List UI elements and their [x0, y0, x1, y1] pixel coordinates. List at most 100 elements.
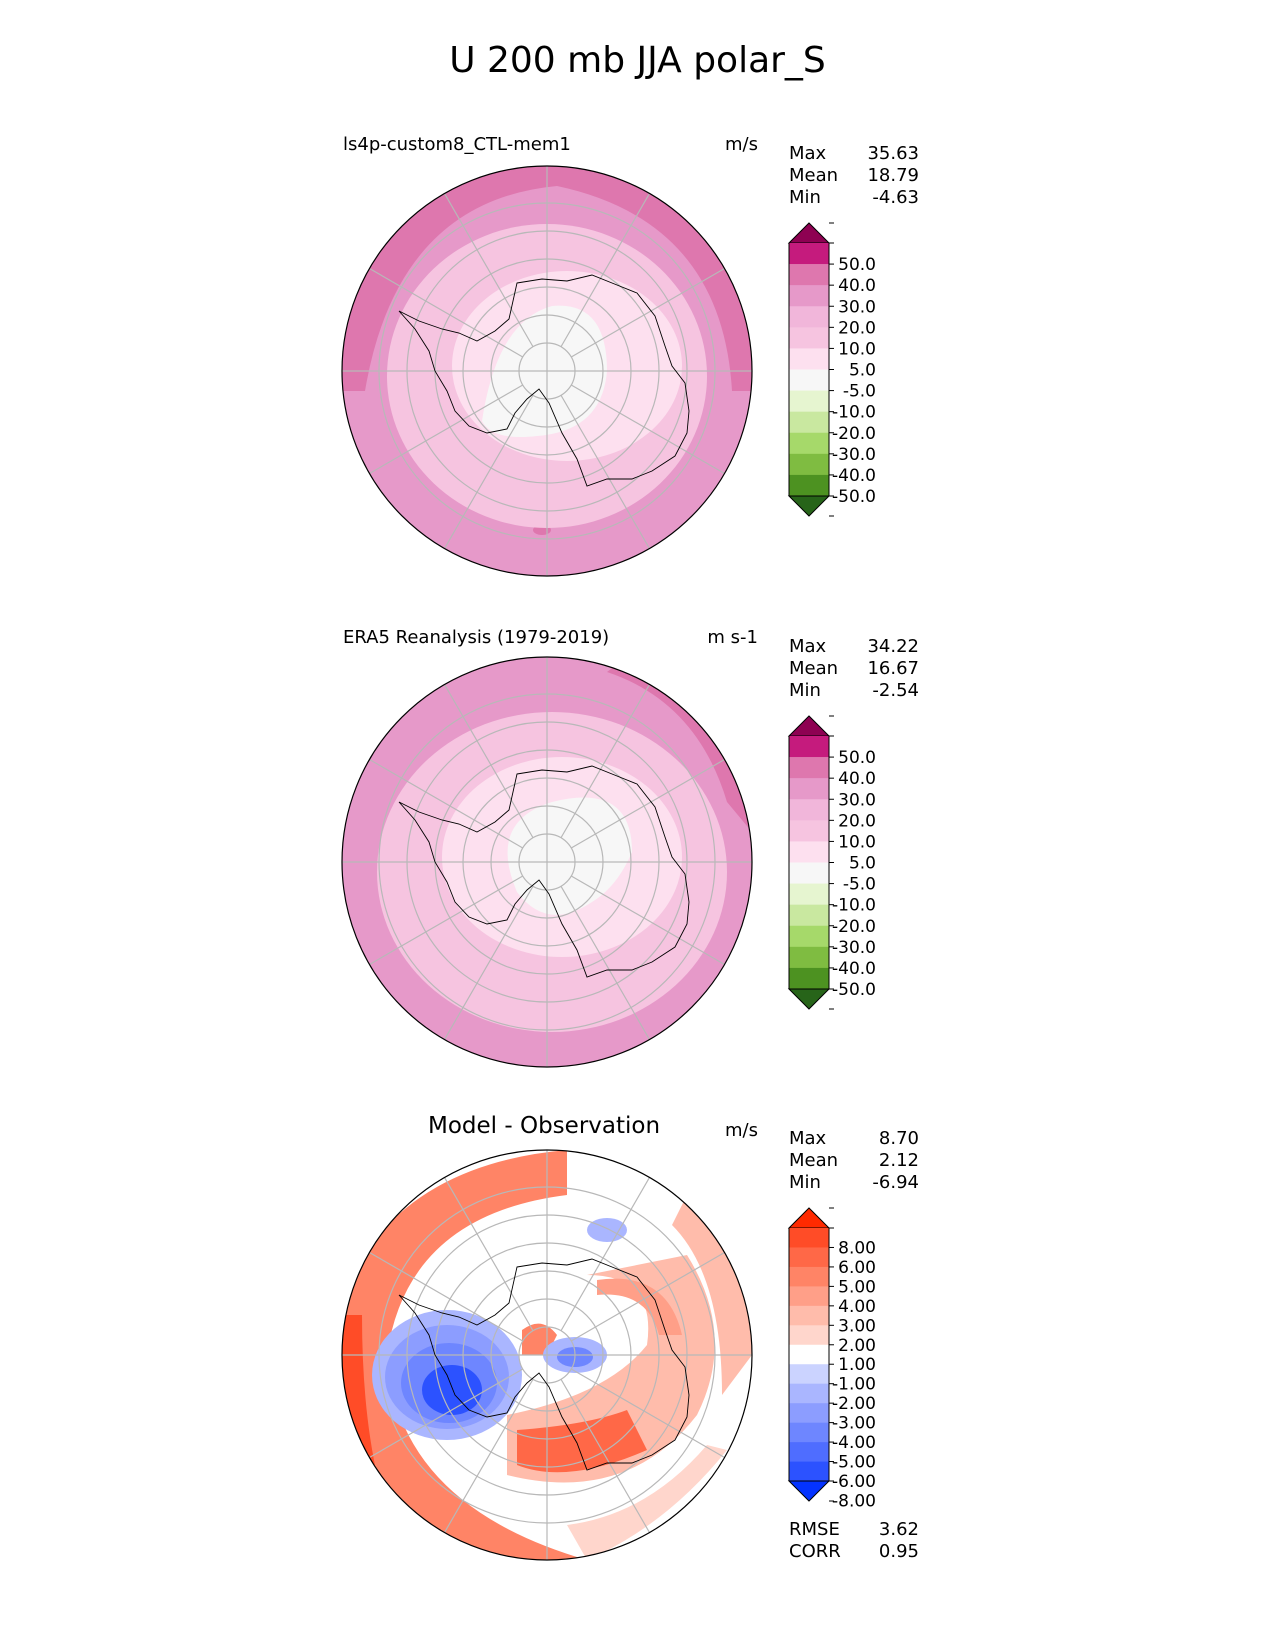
- stat-max: Max 35.63: [789, 143, 919, 164]
- colorbar-swatch: [789, 1383, 829, 1404]
- colorbar-swatch: [789, 243, 829, 265]
- map-panel-3: [342, 1150, 752, 1560]
- map-boundary: [341, 656, 753, 1068]
- colorbar-tick-label: -10.0: [832, 896, 876, 916]
- shade-positive: [567, 1445, 727, 1560]
- colorbar-tick-label: 5.0: [849, 361, 876, 381]
- colorbar-extend-min: [787, 988, 831, 1010]
- colorbar-tick-label: 50.0: [838, 748, 876, 768]
- longitude-gridline: [560, 885, 651, 1040]
- panel-2-units: m s-1: [707, 627, 758, 648]
- colorbar-extend-min: [787, 1480, 831, 1502]
- stat-min: Min -2.54: [789, 680, 919, 701]
- shade-positive: [342, 1150, 587, 1560]
- colorbar-swatch: [789, 904, 829, 927]
- colorbar-tick-label: -50.0: [832, 487, 876, 507]
- antarctica-coastline: [398, 765, 690, 978]
- colorbar-swatch: [789, 1305, 829, 1326]
- colorbar-swatch: [789, 1325, 829, 1346]
- colorbar-swatch: [789, 967, 829, 990]
- colorbar-tick-label: -4.00: [832, 1433, 876, 1453]
- colorbar-tick-label: 5.0: [849, 854, 876, 874]
- colorbar-tick-label: -8.00: [832, 1491, 876, 1511]
- colorbar-tick-label: 30.0: [838, 297, 876, 317]
- colorbar-swatch: [789, 390, 829, 412]
- panel-1-units: m/s: [725, 134, 758, 155]
- longitude-gridline: [570, 384, 725, 475]
- stat-mean: Mean 2.12: [789, 1150, 919, 1171]
- stat-corr: CORR 0.95: [789, 1541, 919, 1562]
- colorbar-tick-label: -20.0: [832, 424, 876, 444]
- colorbar-tick-label: -5.00: [832, 1453, 876, 1473]
- colorbar-swatch: [789, 369, 829, 391]
- colorbar-tick-label: -5.0: [843, 382, 876, 402]
- map-boundary: [341, 1149, 753, 1561]
- colorbar-extend-max: [787, 715, 831, 737]
- colorbar-swatch: [789, 799, 829, 821]
- colorbar-swatch: [789, 820, 829, 842]
- antarctica-coastline: [398, 1258, 690, 1471]
- colorbar-tick-label: 5.00: [838, 1277, 876, 1297]
- colorbar-tick-label: 20.0: [838, 811, 876, 831]
- colorbar-swatch: [789, 327, 829, 349]
- colorbar-tick-label: 4.00: [838, 1297, 876, 1317]
- colorbar-tick-label: -2.00: [832, 1394, 876, 1414]
- colorbar-tick-label: -20.0: [832, 917, 876, 937]
- stat-rmse: RMSE 3.62: [789, 1519, 919, 1540]
- colorbar-swatch: [789, 411, 829, 434]
- panel-1-title: ls4p-custom8_CTL-mem1: [343, 134, 571, 155]
- colorbar-tick-label: -6.00: [832, 1472, 876, 1492]
- colorbar-tick-label: 3.00: [838, 1316, 876, 1336]
- shade-positive: [342, 1315, 407, 1560]
- colorbar-swatch: [789, 1247, 829, 1268]
- colorbar-extend-max: [787, 1207, 831, 1229]
- colorbar-swatch: [789, 1403, 829, 1423]
- panel-2-stats: Max 34.22 Mean 16.67 Min -2.54: [789, 636, 919, 702]
- colorbar-tick-label: -30.0: [832, 445, 876, 465]
- longitude-gridline: [560, 1378, 651, 1533]
- shade-positive: [672, 1195, 752, 1395]
- shade-minus5-5: [507, 797, 632, 915]
- colorbar-swatch: [789, 1442, 829, 1462]
- colorbar-swatch: [789, 1461, 829, 1482]
- stat-min: Min -4.63: [789, 187, 919, 208]
- figure-title: U 200 mb JJA polar_S: [449, 40, 826, 81]
- map-boundary: [341, 165, 753, 577]
- shade-positive: [597, 1278, 682, 1335]
- colorbar-swatch: [789, 474, 829, 497]
- stat-min: Min -6.94: [789, 1172, 919, 1193]
- longitude-gridline: [570, 875, 725, 966]
- shade-negative: [587, 1218, 627, 1242]
- colorbar-tick-label: 20.0: [838, 318, 876, 338]
- colorbar-tick-label: 2.00: [838, 1336, 876, 1356]
- longitude-gridline: [369, 1251, 524, 1342]
- colorbar-tick-label: -50.0: [832, 980, 876, 1000]
- longitude-gridline: [443, 684, 534, 839]
- colorbar-tick-label: -5.0: [843, 875, 876, 895]
- panel-3-units: m/s: [725, 1120, 758, 1141]
- colorbar-2: 50.040.030.020.010.05.0-5.0-10.0-20.0-30…: [787, 715, 876, 1010]
- colorbar-outline: [788, 1228, 830, 1481]
- colorbar-tick-label: 10.0: [838, 832, 876, 852]
- longitude-gridline: [369, 758, 524, 849]
- longitude-gridline: [369, 1368, 524, 1459]
- longitude-gridline: [443, 193, 534, 348]
- panel-1-stats: Max 35.63 Mean 18.79 Min -4.63: [789, 143, 919, 209]
- colorbar-swatch: [789, 862, 829, 884]
- colorbar-tick-label: 40.0: [838, 276, 876, 296]
- antarctica-coastline: [398, 274, 690, 487]
- colorbar-tick-label: -30.0: [832, 938, 876, 958]
- colorbar-swatch: [789, 736, 829, 758]
- colorbar-tick-label: 30.0: [838, 790, 876, 810]
- colorbar-swatch: [789, 264, 829, 286]
- colorbar-swatch: [789, 285, 829, 307]
- colorbar-swatch: [789, 778, 829, 800]
- colorbar-tick-label: 1.00: [838, 1355, 876, 1375]
- longitude-gridline: [560, 394, 651, 549]
- colorbar-tick-label: 40.0: [838, 769, 876, 789]
- longitude-gridline: [443, 394, 534, 549]
- map-panel-1: [342, 166, 752, 576]
- panel-2-title: ERA5 Reanalysis (1979-2019): [343, 627, 610, 648]
- longitude-gridline: [369, 875, 524, 966]
- longitude-gridline: [560, 684, 651, 839]
